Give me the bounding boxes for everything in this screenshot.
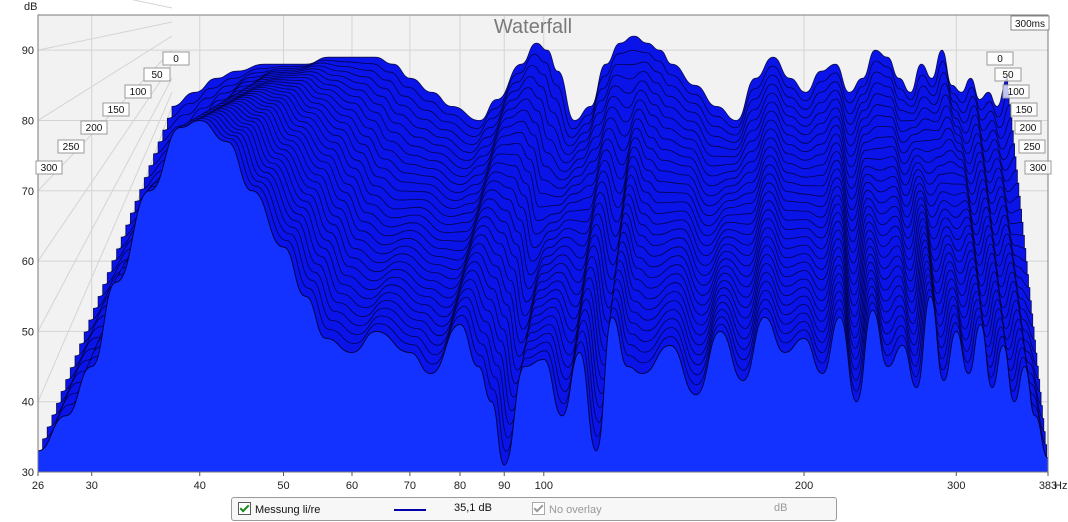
time-end-label: 300ms xyxy=(1015,19,1045,30)
x-tick-label: 26 xyxy=(32,480,44,492)
x-tick-label: 40 xyxy=(194,480,206,492)
time-label-box-right xyxy=(994,67,1022,82)
x-tick-label: 50 xyxy=(277,480,289,492)
time-label-left: 50 xyxy=(151,70,163,81)
waterfall-slices xyxy=(37,35,1049,473)
x-tick-label: 383 xyxy=(1039,480,1057,492)
chart-title: Waterfall xyxy=(494,16,572,38)
measurement-checkbox[interactable] xyxy=(238,502,251,515)
overlay-unit: dB xyxy=(774,502,788,514)
x-tick-label: 200 xyxy=(795,480,813,492)
x-tick-label: 80 xyxy=(454,480,466,492)
time-label-box-left xyxy=(162,51,190,66)
time-label-right: 0 xyxy=(997,54,1003,65)
front-slice-messung xyxy=(37,119,1049,473)
x-tick-label: 70 xyxy=(404,480,416,492)
time-label-right: 100 xyxy=(1008,87,1025,98)
time-label-left: 200 xyxy=(86,123,103,134)
time-label-box-left xyxy=(124,84,152,99)
y-tick-label: 50 xyxy=(22,326,34,338)
time-label-box-right xyxy=(1002,84,1030,99)
time-label-left: 300 xyxy=(41,163,58,174)
time-label-right: 300 xyxy=(1030,163,1047,174)
time-label-right: 250 xyxy=(1024,142,1041,153)
y-tick-label: 90 xyxy=(22,45,34,57)
x-tick-label: 300 xyxy=(947,480,965,492)
time-label-right: 50 xyxy=(1002,70,1014,81)
y-tick-label: 40 xyxy=(22,397,34,409)
time-label-box-right xyxy=(1018,139,1046,154)
y-axis-label: dB xyxy=(24,1,37,13)
grid-perspective-line xyxy=(131,0,173,9)
time-label-box-left xyxy=(102,102,130,117)
overlay-checkbox[interactable] xyxy=(532,502,545,515)
grid-perspective-line xyxy=(37,21,173,51)
measurement-line-swatch xyxy=(394,509,426,511)
time-end-marker: 300ms xyxy=(1010,15,1050,31)
time-depth-labels: 0 0 50 50 100 100 150 150 200 200 250 250 300 300 xyxy=(35,51,1052,175)
legend-bar: Messung li/re 35,1 dB No overlay dB xyxy=(231,497,837,521)
measurement-label: Messung li/re xyxy=(255,504,321,516)
time-label-box-right xyxy=(1014,120,1042,135)
time-label-left: 100 xyxy=(130,87,147,98)
time-label-left: 150 xyxy=(108,105,125,116)
x-tick-label: 60 xyxy=(346,480,358,492)
x-tick-label: 30 xyxy=(86,480,98,492)
overlay-label: No overlay xyxy=(549,504,602,516)
time-label-box-right xyxy=(1024,160,1052,175)
time-label-right: 200 xyxy=(1020,123,1037,134)
grid-perspective-line xyxy=(37,92,173,402)
x-tick-label: 100 xyxy=(535,480,553,492)
time-label-left: 250 xyxy=(63,142,80,153)
time-label-box-left xyxy=(143,67,171,82)
time-label-box-left xyxy=(80,120,108,135)
x-tick-label: 90 xyxy=(498,480,510,492)
measurement-value: 35,1 dB xyxy=(454,502,492,514)
x-axis-unit: Hz xyxy=(1054,480,1067,492)
y-tick-label: 80 xyxy=(22,115,34,127)
y-tick-label: 70 xyxy=(22,186,34,198)
y-tick-label: 60 xyxy=(22,256,34,268)
plot-frame xyxy=(37,14,1049,473)
time-label-right: 150 xyxy=(1016,105,1033,116)
y-tick-label: 30 xyxy=(22,467,34,479)
time-label-box-left xyxy=(57,139,85,154)
time-label-box-right xyxy=(986,51,1014,66)
time-label-box-right xyxy=(1010,102,1038,117)
time-label-box-left xyxy=(35,160,63,175)
time-label-left: 0 xyxy=(173,54,179,65)
